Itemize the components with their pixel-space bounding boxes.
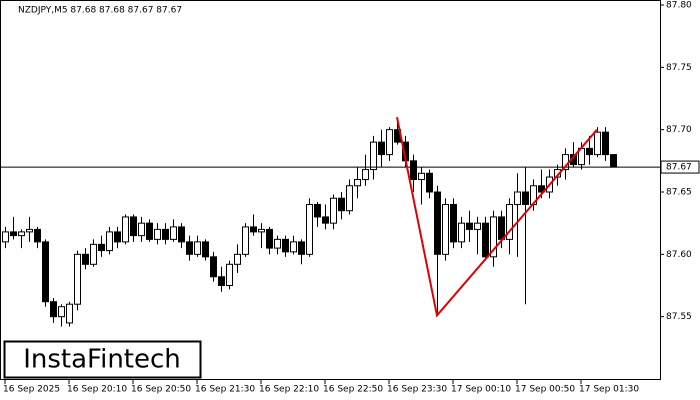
candle-body xyxy=(490,216,497,258)
y-tick-label: 87.80 xyxy=(666,1,692,11)
candle-body xyxy=(194,241,201,255)
candle-body xyxy=(418,172,425,181)
candle-body xyxy=(130,216,137,237)
candle-body xyxy=(522,191,529,205)
candle-body xyxy=(330,197,337,224)
candle-body xyxy=(210,256,217,278)
y-tick-label: 87.55 xyxy=(666,312,692,322)
candle-body xyxy=(202,241,209,258)
candle-body xyxy=(90,243,97,265)
current-price-box xyxy=(660,160,700,174)
y-tick-label: 87.75 xyxy=(666,63,692,73)
candle-body xyxy=(282,238,289,253)
plot-frame xyxy=(0,0,661,380)
candle-body xyxy=(370,141,377,171)
candle-body xyxy=(354,179,361,187)
candle-body xyxy=(82,253,89,265)
candle-body xyxy=(58,306,65,318)
candle-body xyxy=(186,241,193,255)
candle-body xyxy=(538,185,545,193)
candle-body xyxy=(298,241,305,255)
candle-body xyxy=(114,231,121,243)
logo-box xyxy=(3,340,202,379)
x-tick-label: 16 Sep 22:10 xyxy=(259,385,319,395)
candle-body xyxy=(426,172,433,193)
candle-body xyxy=(274,238,281,249)
candle-body xyxy=(322,216,329,224)
candle-body xyxy=(314,203,321,218)
candle-body xyxy=(498,216,505,240)
candle-body xyxy=(26,228,33,233)
x-tick-label: 16 Sep 23:30 xyxy=(387,385,447,395)
candle-body xyxy=(346,185,353,212)
candle-body xyxy=(378,141,385,156)
candle-body xyxy=(586,147,593,156)
candle-body xyxy=(450,203,457,243)
candle-body xyxy=(338,197,345,212)
candle-body xyxy=(410,160,417,181)
candle-body xyxy=(482,222,489,258)
x-tick-label: 17 Sep 00:50 xyxy=(515,385,575,395)
x-tick-label: 16 Sep 20:50 xyxy=(131,385,191,395)
candle-body xyxy=(74,253,81,305)
candle-body xyxy=(442,203,449,255)
x-tick-label: 16 Sep 21:30 xyxy=(195,385,255,395)
chart-title: NZDJPY,M5 87.68 87.68 87.67 87.67 xyxy=(18,6,182,16)
candle-body xyxy=(386,129,393,156)
candle-body xyxy=(306,203,313,255)
candle-body xyxy=(266,228,273,249)
candle-body xyxy=(34,228,41,243)
candle-body xyxy=(226,263,233,287)
candle-body xyxy=(66,303,73,324)
candle-body xyxy=(42,241,49,303)
y-tick-label: 87.70 xyxy=(666,125,692,135)
y-tick-label: 87.65 xyxy=(666,188,692,198)
logo: InstaFintech xyxy=(23,345,181,375)
candle-body xyxy=(234,253,241,265)
candle-body xyxy=(434,191,441,255)
x-tick-label: 16 Sep 22:50 xyxy=(323,385,383,395)
x-tick-label: 17 Sep 00:10 xyxy=(451,385,511,395)
candle-body xyxy=(218,276,225,287)
x-tick-label: 16 Sep 2025 xyxy=(3,385,60,395)
candle-body xyxy=(242,226,249,255)
candle-body xyxy=(466,222,473,230)
candle-body xyxy=(362,169,369,181)
candle-body xyxy=(506,203,513,240)
candle-body xyxy=(146,222,153,240)
candle-body xyxy=(50,301,57,318)
candle-body xyxy=(290,241,297,253)
candle-body xyxy=(602,131,609,156)
candle-body xyxy=(474,222,481,230)
x-tick-label: 16 Sep 20:10 xyxy=(67,385,127,395)
candle-body xyxy=(250,226,257,233)
candle-body xyxy=(594,131,601,156)
candle-body xyxy=(98,243,105,252)
candle-body xyxy=(170,226,177,240)
y-tick-label: 87.60 xyxy=(666,250,692,260)
candle-body xyxy=(610,154,617,168)
candle-body xyxy=(122,216,129,243)
candle-body xyxy=(10,231,17,237)
candle-body xyxy=(2,231,9,243)
candle-body xyxy=(178,226,185,243)
current-price-label: 87.67 xyxy=(666,163,692,173)
candle-body xyxy=(458,222,465,243)
candle-body xyxy=(106,231,113,252)
candle-body xyxy=(258,228,265,233)
candle-body xyxy=(514,191,521,205)
candle-body xyxy=(138,222,145,237)
pattern-line xyxy=(396,117,598,318)
x-tick-label: 17 Sep 01:30 xyxy=(579,385,639,395)
candle-body xyxy=(154,228,161,240)
candle-body xyxy=(18,231,25,237)
candle-body xyxy=(162,228,169,240)
